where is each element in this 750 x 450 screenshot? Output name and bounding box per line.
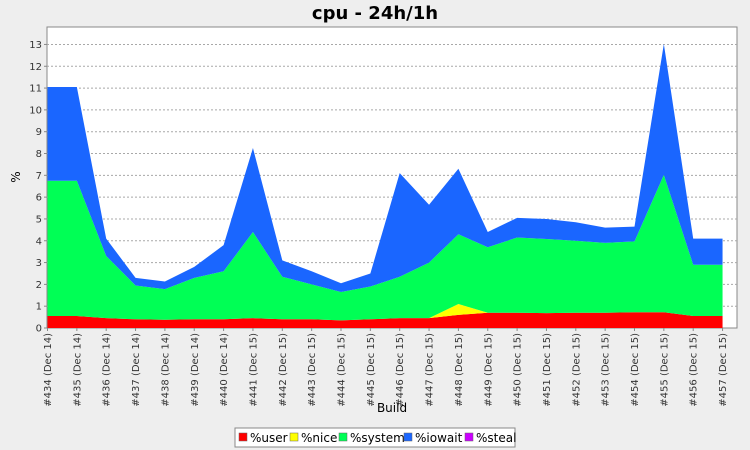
x-tick-label: #451 (Dec 15)	[542, 333, 553, 407]
x-tick-label: #443 (Dec 15)	[307, 333, 318, 407]
y-axis-label: %	[9, 171, 23, 182]
legend-swatch	[238, 432, 248, 442]
legend-box	[234, 427, 516, 448]
x-tick-label: #454 (Dec 15)	[630, 333, 641, 407]
x-tick-label: #448 (Dec 15)	[454, 333, 465, 407]
y-tick-label: 5	[36, 214, 42, 225]
legend-label: %steal	[476, 431, 516, 445]
x-tick-label: #440 (Dec 14)	[219, 333, 230, 407]
y-tick-label: 11	[29, 84, 42, 95]
x-tick-label: #453 (Dec 15)	[601, 333, 612, 407]
legend-swatch	[403, 432, 413, 442]
y-tick-label: 12	[29, 62, 42, 73]
x-tick-label: #439 (Dec 14)	[190, 333, 201, 407]
x-tick-label: #457 (Dec 15)	[718, 333, 729, 407]
legend-label: %iowait	[415, 431, 463, 445]
legend: %user %nice %system %iowait %steal	[234, 427, 516, 448]
legend-swatch	[289, 432, 299, 442]
x-tick-label: #445 (Dec 15)	[366, 333, 377, 407]
x-axis: #434 (Dec 14) #435 (Dec 14) #436 (Dec 14) #…	[43, 328, 729, 407]
area-user	[47, 312, 723, 328]
x-tick-label: #441 (Dec 15)	[248, 333, 259, 407]
x-tick-label: #455 (Dec 15)	[659, 333, 670, 407]
legend-swatch	[464, 432, 474, 442]
legend-label: %system	[350, 431, 405, 445]
chart-title: cpu - 24h/1h	[312, 3, 438, 24]
legend-swatch	[338, 432, 348, 442]
y-tick-label: 10	[29, 105, 42, 116]
y-tick-label: 1	[36, 302, 42, 313]
y-tick-label: 13	[29, 40, 42, 51]
x-tick-label: #437 (Dec 14)	[131, 333, 142, 407]
stacked-areas	[47, 44, 723, 328]
x-tick-label: #447 (Dec 15)	[425, 333, 436, 407]
x-tick-label: #452 (Dec 15)	[571, 333, 582, 407]
area-system	[47, 174, 723, 321]
y-tick-label: 6	[36, 193, 42, 204]
x-tick-label: #438 (Dec 14)	[160, 333, 171, 407]
x-tick-label: #446 (Dec 15)	[395, 333, 406, 407]
x-tick-label: #450 (Dec 15)	[513, 333, 524, 407]
legend-label: %user	[250, 431, 288, 445]
x-tick-label: #435 (Dec 14)	[72, 333, 83, 407]
x-tick-label: #436 (Dec 14)	[102, 333, 113, 407]
x-tick-label: #434 (Dec 14)	[43, 333, 54, 407]
y-tick-label: 4	[36, 236, 42, 247]
y-tick-label: 7	[36, 171, 42, 182]
y-tick-label: 0	[36, 324, 42, 335]
y-tick-label: 3	[36, 258, 42, 269]
y-tick-label: 2	[36, 280, 42, 291]
x-tick-label: #456 (Dec 15)	[689, 333, 700, 407]
y-tick-label: 8	[36, 149, 42, 160]
y-tick-label: 9	[36, 127, 42, 138]
area-iowait	[47, 44, 723, 293]
legend-label: %nice	[301, 431, 337, 445]
x-tick-label: #449 (Dec 15)	[483, 333, 494, 407]
x-axis-label: Build	[377, 401, 407, 415]
x-tick-label: #444 (Dec 15)	[337, 333, 348, 407]
x-tick-label: #442 (Dec 15)	[278, 333, 289, 407]
